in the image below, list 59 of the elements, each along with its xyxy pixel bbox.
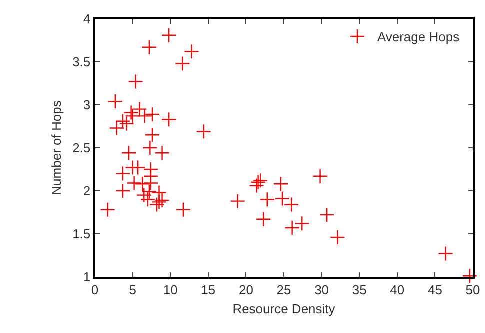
point: [130, 160, 146, 176]
point: [330, 230, 346, 246]
y-tick-label: 2: [83, 184, 91, 199]
point: [284, 220, 300, 236]
x-axis-title: Resource Density: [232, 301, 336, 316]
point: [196, 124, 212, 140]
point: [154, 192, 170, 208]
point: [184, 44, 200, 60]
point: [125, 108, 140, 124]
point: [161, 28, 177, 43]
x-tick-label: 45: [428, 282, 442, 298]
legend-label: Average Hops: [377, 30, 460, 45]
point: [144, 106, 160, 122]
y-tick-label: 1: [83, 270, 91, 285]
point: [176, 202, 192, 218]
point: [142, 40, 158, 55]
x-tick-label: 5: [129, 282, 136, 298]
point: [115, 183, 131, 199]
y-tick-label: 3: [83, 98, 91, 113]
point: [144, 128, 160, 143]
point: [438, 246, 454, 262]
y-tick-label: 3.5: [72, 54, 91, 70]
point: [126, 176, 142, 191]
x-tick-label: 20: [238, 282, 254, 298]
point: [260, 192, 275, 208]
point: [462, 268, 478, 284]
point: [161, 112, 177, 128]
point: [100, 202, 116, 218]
x-tick-label: 25: [276, 282, 292, 298]
point: [121, 146, 137, 161]
x-tick-label: 10: [163, 282, 178, 298]
x-tick-label: 50: [466, 282, 480, 298]
x-tick-label: 15: [201, 282, 216, 298]
point: [319, 207, 335, 223]
point: [230, 194, 246, 209]
point: [294, 216, 310, 232]
x-tick-label: 30: [314, 282, 330, 298]
y-tick-label: 1.5: [72, 226, 91, 242]
point: [136, 188, 152, 203]
point: [115, 114, 131, 129]
point: [256, 212, 272, 227]
y-tick-label: 2.5: [72, 140, 91, 156]
point: [128, 74, 144, 90]
point: [108, 94, 124, 110]
y-axis-title: Number of Hops: [49, 100, 64, 196]
point: [124, 105, 139, 120]
point: [312, 168, 328, 184]
point: [115, 166, 131, 182]
point: [109, 120, 125, 136]
y-tick-label: 4: [83, 12, 91, 27]
point: [154, 146, 170, 161]
point: [175, 56, 190, 72]
point: [142, 140, 158, 156]
point: [119, 116, 134, 132]
x-tick-label: 40: [390, 282, 405, 298]
point: [249, 178, 264, 194]
x-tick-label: 35: [352, 282, 367, 298]
point: [273, 176, 289, 192]
x-tick-label: 0: [91, 282, 99, 298]
